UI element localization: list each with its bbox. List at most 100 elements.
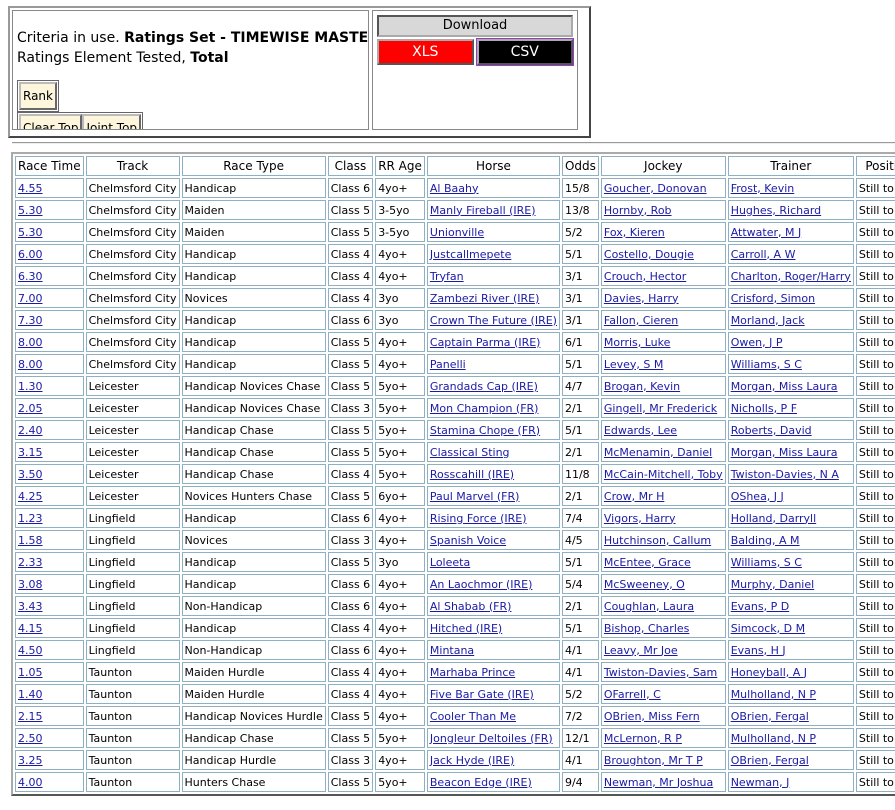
jockey-link[interactable]: Newman, Mr Joshua [603, 775, 714, 789]
jockey-link[interactable]: Vigors, Harry [603, 511, 676, 525]
trainer-link[interactable]: Mulholland, N P [730, 687, 817, 701]
xls-button[interactable]: XLS [377, 39, 474, 65]
jockey-link[interactable]: Hutchinson, Callum [603, 533, 712, 547]
trainer-link[interactable]: Crisford, Simon [730, 291, 816, 305]
horse-link[interactable]: Jongleur Deltoiles (FR) [429, 731, 553, 745]
jockey-link[interactable]: Morris, Luke [603, 335, 671, 349]
race-time-link[interactable]: 3.25 [18, 753, 43, 767]
trainer-link[interactable]: OBrien, Fergal [730, 709, 809, 723]
race-time-link[interactable]: 8.00 [18, 335, 43, 349]
race-time-link[interactable]: 4.50 [18, 643, 43, 657]
horse-link[interactable]: Rising Force (IRE) [429, 511, 527, 525]
horse-link[interactable]: Captain Parma (IRE) [429, 335, 541, 349]
horse-link[interactable]: Crown The Future (IRE) [429, 313, 557, 327]
jockey-link[interactable]: Bishop, Charles [603, 621, 690, 635]
race-time-link[interactable]: 3.15 [18, 445, 43, 459]
race-time-link[interactable]: 1.40 [18, 687, 43, 701]
race-time-link[interactable]: 6.00 [18, 247, 43, 261]
trainer-link[interactable]: Evans, P D [730, 599, 790, 613]
trainer-link[interactable]: Williams, S C [730, 555, 802, 569]
jockey-link[interactable]: Goucher, Donovan [603, 181, 707, 195]
jockey-link[interactable]: Fox, Kieren [603, 225, 665, 239]
horse-link[interactable]: Spanish Voice [429, 533, 507, 547]
horse-link[interactable]: Panelli [429, 357, 466, 371]
race-time-link[interactable]: 3.08 [18, 577, 43, 591]
horse-link[interactable]: Al Shabab (FR) [429, 599, 512, 613]
jockey-link[interactable]: Fallon, Cieren [603, 313, 679, 327]
jockey-link[interactable]: McLernon, R P [603, 731, 682, 745]
horse-link[interactable]: Mintana [429, 643, 475, 657]
race-time-link[interactable]: 6.30 [18, 269, 43, 283]
trainer-link[interactable]: Nicholls, P F [730, 401, 798, 415]
trainer-link[interactable]: Hughes, Richard [730, 203, 822, 217]
horse-link[interactable]: Tryfan [429, 269, 464, 283]
race-time-link[interactable]: 7.00 [18, 291, 43, 305]
trainer-link[interactable]: Simcock, D M [730, 621, 806, 635]
horse-link[interactable]: Grandads Cap (IRE) [429, 379, 538, 393]
trainer-link[interactable]: Carroll, A W [730, 247, 796, 261]
jockey-link[interactable]: Crouch, Hector [603, 269, 687, 283]
jockey-link[interactable]: McMenamin, Daniel [603, 445, 713, 459]
race-time-link[interactable]: 1.30 [18, 379, 43, 393]
joint-top-button[interactable]: Joint Top [82, 114, 142, 129]
jockey-link[interactable]: Davies, Harry [603, 291, 679, 305]
trainer-link[interactable]: Charlton, Roger/Harry [730, 269, 851, 283]
csv-button[interactable]: CSV [475, 38, 574, 66]
trainer-link[interactable]: Frost, Kevin [730, 181, 795, 195]
trainer-link[interactable]: Roberts, David [730, 423, 812, 437]
trainer-link[interactable]: Newman, J [730, 775, 790, 789]
jockey-link[interactable]: Coughlan, Laura [603, 599, 695, 613]
horse-link[interactable]: Marhaba Prince [429, 665, 516, 679]
race-time-link[interactable]: 1.58 [18, 533, 43, 547]
trainer-link[interactable]: Balding, A M [730, 533, 800, 547]
clear-top-button[interactable]: Clear Top [19, 114, 83, 129]
trainer-link[interactable]: Attwater, M J [730, 225, 802, 239]
jockey-link[interactable]: Levey, S M [603, 357, 664, 371]
jockey-link[interactable]: Brogan, Kevin [603, 379, 681, 393]
race-time-link[interactable]: 1.05 [18, 665, 43, 679]
jockey-link[interactable]: Edwards, Lee [603, 423, 678, 437]
horse-link[interactable]: Mon Champion (FR) [429, 401, 539, 415]
horse-link[interactable]: Zambezi River (IRE) [429, 291, 540, 305]
trainer-link[interactable]: Murphy, Daniel [730, 577, 815, 591]
trainer-link[interactable]: Morgan, Miss Laura [730, 445, 838, 459]
horse-link[interactable]: Unionville [429, 225, 485, 239]
jockey-link[interactable]: Costello, Dougie [603, 247, 694, 261]
horse-link[interactable]: Cooler Than Me [429, 709, 517, 723]
rank-button[interactable]: Rank [19, 82, 57, 110]
race-time-link[interactable]: 3.43 [18, 599, 43, 613]
horse-link[interactable]: Loleeta [429, 555, 471, 569]
race-time-link[interactable]: 2.50 [18, 731, 43, 745]
race-time-link[interactable]: 4.15 [18, 621, 43, 635]
jockey-link[interactable]: Leavy, Mr Joe [603, 643, 678, 657]
jockey-link[interactable]: OBrien, Miss Fern [603, 709, 700, 723]
jockey-link[interactable]: Hornby, Rob [603, 203, 672, 217]
horse-link[interactable]: Rosscahill (IRE) [429, 467, 515, 481]
trainer-link[interactable]: OBrien, Fergal [730, 753, 809, 767]
jockey-link[interactable]: Gingell, Mr Frederick [603, 401, 718, 415]
jockey-link[interactable]: McCain-Mitchell, Toby [603, 467, 723, 481]
jockey-link[interactable]: OFarrell, C [603, 687, 661, 701]
horse-link[interactable]: Al Baahy [429, 181, 479, 195]
race-time-link[interactable]: 4.00 [18, 775, 43, 789]
horse-link[interactable]: Paul Marvel (FR) [429, 489, 520, 503]
trainer-link[interactable]: OShea, J J [730, 489, 784, 503]
jockey-link[interactable]: McSweeney, O [603, 577, 685, 591]
trainer-link[interactable]: Morland, Jack [730, 313, 805, 327]
horse-link[interactable]: Hitched (IRE) [429, 621, 503, 635]
trainer-link[interactable]: Owen, J P [730, 335, 783, 349]
race-time-link[interactable]: 7.30 [18, 313, 43, 327]
trainer-link[interactable]: Holland, Darryll [730, 511, 817, 525]
horse-link[interactable]: Beacon Edge (IRE) [429, 775, 532, 789]
trainer-link[interactable]: Morgan, Miss Laura [730, 379, 838, 393]
race-time-link[interactable]: 2.15 [18, 709, 43, 723]
horse-link[interactable]: An Laochmor (IRE) [429, 577, 533, 591]
race-time-link[interactable]: 8.00 [18, 357, 43, 371]
jockey-link[interactable]: Crow, Mr H [603, 489, 665, 503]
horse-link[interactable]: Stamina Chope (FR) [429, 423, 541, 437]
trainer-link[interactable]: Evans, H J [730, 643, 786, 657]
trainer-link[interactable]: Mulholland, N P [730, 731, 817, 745]
horse-link[interactable]: Justcallmepete [429, 247, 512, 261]
horse-link[interactable]: Manly Fireball (IRE) [429, 203, 536, 217]
race-time-link[interactable]: 5.30 [18, 225, 43, 239]
